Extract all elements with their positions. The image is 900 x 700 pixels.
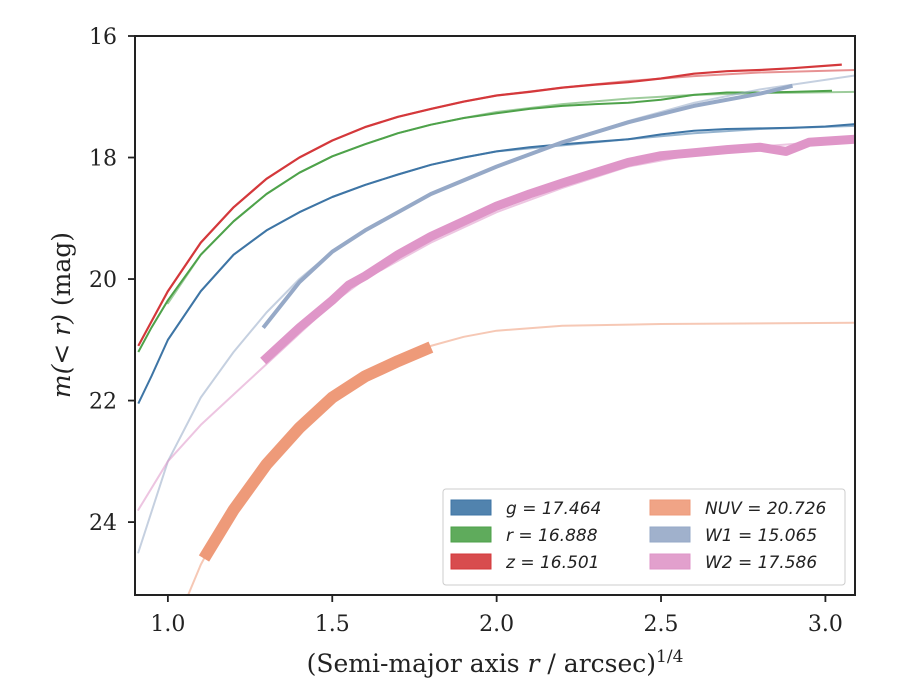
series-g-data-line [137,123,855,405]
x-axis-label-tail: / arcsec) [539,649,656,678]
legend-label-g: g = 17.464 [506,499,601,519]
series-nuv-data-line [198,341,434,562]
legend-swatch-z [450,553,492,570]
legend-frame [442,488,846,586]
series-z-data-line [137,63,842,347]
series-r-data-line [137,89,833,353]
series-w1-data-line [261,83,793,329]
legend-label-r: r = 16.888 [506,526,598,546]
legend-swatch-r [450,526,492,543]
y-axis-label-unit: (mag) [47,232,76,314]
legend-label-z: z = 16.501 [505,553,599,573]
x-tick-label: 1.5 [315,612,350,637]
legend-swatch-nuv [649,499,691,516]
x-tick-label: 2.0 [479,612,514,637]
x-tick-label: 3.0 [808,612,843,637]
y-axis-label: m(< r) (mag) [47,232,76,398]
x-tick-label: 2.5 [644,612,679,637]
legend-label-nuv: NUV = 20.726 [705,499,827,519]
y-axis-label-var: m(< r) [47,314,76,398]
y-tick-label: 24 [89,511,117,536]
series-group [137,63,855,595]
series-z-model-line [166,69,855,293]
legend-swatch-g [450,499,492,516]
legend-label-w2: W2 = 17.586 [705,553,817,573]
y-tick-label: 18 [89,147,117,172]
plot-frame [134,35,856,596]
series-w2-model-line [137,138,855,511]
x-axis-label: (Semi-major axis r / arcsec)1/4 [307,647,684,678]
legend-label-w1: W1 = 15.065 [705,526,817,546]
x-tick-label: 1.0 [150,612,185,637]
x-axis-label-var: r [528,649,542,678]
x-axis-label-sup: 1/4 [656,647,683,667]
series-w2-data-line [260,134,855,365]
legend-swatch-w1 [649,526,691,543]
legend: g = 17.464 r = 16.888 z = 16.501 NUV = 20.7… [442,488,846,586]
y-tick-label: 22 [89,390,117,415]
x-axis-label-main: (Semi-major axis [307,649,528,678]
plot-area [137,63,855,595]
legend-swatch-w2 [649,553,691,570]
y-tick-label: 16 [89,25,117,50]
axes: 1.0 1.5 2.0 2.5 3.0 16 18 20 22 24 [89,25,856,637]
y-tick-label: 20 [89,268,117,293]
